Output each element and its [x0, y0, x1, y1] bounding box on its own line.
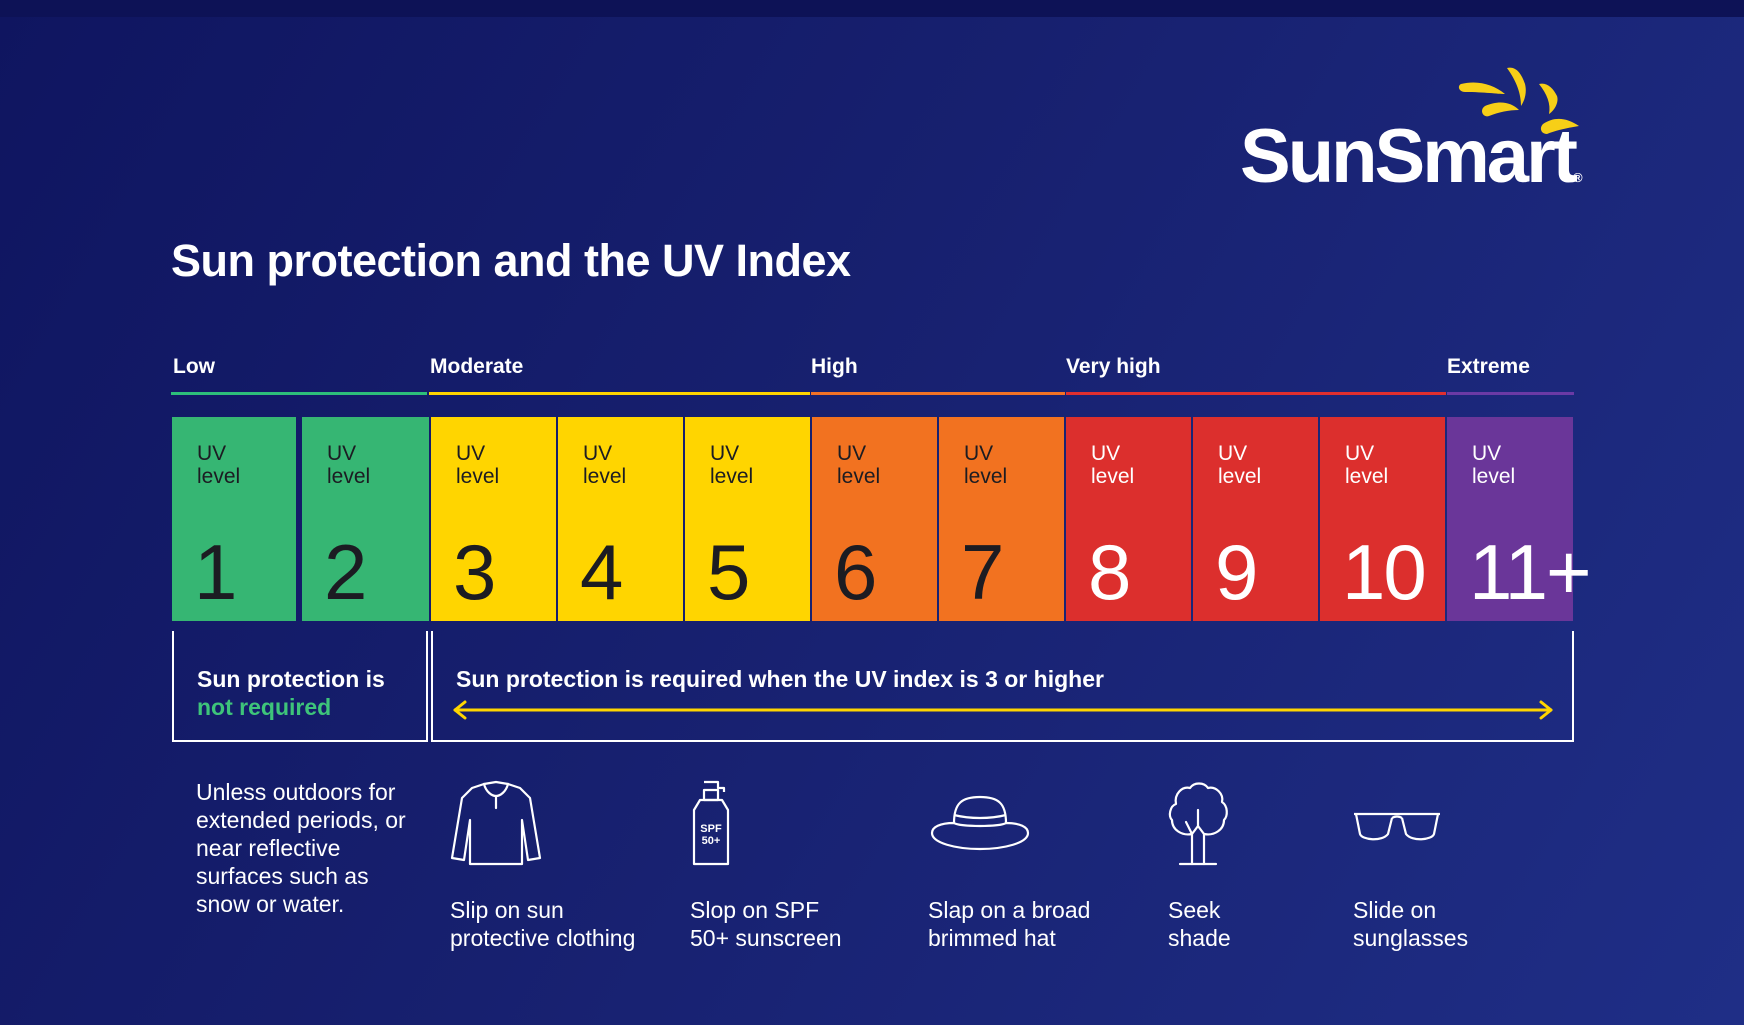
caption-sunscreen: Slop on SPF 50+ sunscreen [690, 896, 920, 952]
caption-hat-line2: brimmed hat [928, 925, 1056, 951]
uv-cell-4: UV level 4 [558, 417, 683, 621]
uv-cell-value: 8 [1088, 528, 1131, 616]
caption-sunscreen-line1: Slop on SPF [690, 897, 820, 923]
caption-clothing-line1: Slip on sun [450, 897, 564, 923]
shirt-icon [450, 780, 542, 866]
uv-cell-label: UV level [197, 442, 241, 488]
double-arrow-icon [453, 700, 1553, 720]
required-text: Sun protection is required when the UV i… [456, 666, 1104, 692]
exception-note: Unless outdoors for extended periods, or… [196, 779, 406, 917]
category-moderate-rule [429, 392, 810, 395]
category-very-high-rule [1066, 392, 1446, 395]
not-required-line1: Sun protection is [197, 666, 385, 692]
caption-clothing: Slip on sun protective clothing [450, 896, 680, 952]
uv-cell-value: 5 [707, 528, 750, 616]
required-box [431, 631, 1574, 742]
category-high-label: High [811, 355, 858, 378]
uv-cell-value: 6 [834, 528, 877, 616]
uv-cell-label: UV level [710, 442, 754, 488]
category-very-high-label: Very high [1066, 355, 1161, 378]
caption-sunglasses-line1: Slide on [1353, 897, 1437, 923]
uv-cell-10: UV level 10 [1320, 417, 1445, 621]
top-band [0, 0, 1744, 17]
sunscreen-bottle-icon: SPF 50+ [692, 780, 730, 866]
uv-cell-value: 11+ [1469, 528, 1592, 616]
bottle-label-spf: SPF [700, 823, 722, 835]
uv-cell-value: 1 [194, 528, 237, 616]
sunglasses-icon [1354, 812, 1440, 841]
caption-shade-line2: shade [1168, 925, 1231, 951]
caption-sunglasses-line2: sunglasses [1353, 925, 1469, 951]
sun-icon [1458, 67, 1579, 134]
bottle-label-50: 50+ [702, 835, 721, 847]
uv-cell-label: UV level [1345, 442, 1389, 488]
category-low-label: Low [173, 355, 215, 378]
uv-cell-value: 3 [453, 528, 496, 616]
sunsmart-logo: SunSmart ® [1240, 66, 1590, 196]
uv-cell-label: UV level [327, 442, 371, 488]
tree-icon [1168, 782, 1228, 866]
caption-hat-line1: Slap on a broad [928, 897, 1091, 923]
caption-clothing-line2: protective clothing [450, 925, 636, 951]
uv-cell-3: UV level 3 [431, 417, 556, 621]
caption-shade: Seek shade [1168, 896, 1398, 952]
uv-cell-label: UV level [964, 442, 1008, 488]
uv-cell-label: UV level [456, 442, 500, 488]
uv-cell-label: UV level [1091, 442, 1135, 488]
not-required-text: Sun protection is not required [197, 665, 385, 721]
not-required-box [172, 631, 428, 742]
uv-cell-value: 2 [324, 528, 367, 616]
uv-cell-1: UV level 1 [172, 417, 296, 621]
category-high-rule [811, 392, 1065, 395]
uv-cell-value: 9 [1215, 528, 1258, 616]
uv-cell-9: UV level 9 [1193, 417, 1318, 621]
not-required-highlight: not required [197, 694, 332, 720]
uv-cell-label: UV level [1218, 442, 1262, 488]
caption-sunglasses: Slide on sunglasses [1353, 896, 1583, 952]
caption-sunscreen-line2: 50+ sunscreen [690, 925, 842, 951]
uv-cell-7: UV level 7 [939, 417, 1064, 621]
uv-cell-value: 7 [961, 528, 1004, 616]
uv-cell-6: UV level 6 [812, 417, 937, 621]
category-extreme-rule [1447, 392, 1574, 395]
page-title: Sun protection and the UV Index [171, 235, 851, 286]
uv-cell-label: UV level [583, 442, 627, 488]
category-moderate-label: Moderate [430, 355, 524, 378]
registered-mark: ® [1573, 170, 1583, 185]
uv-cell-11-plus: UV level 11+ [1447, 417, 1592, 621]
uv-cell-value: 4 [580, 528, 623, 616]
brand-wordmark: SunSmart [1240, 114, 1578, 199]
category-low-rule [171, 392, 427, 395]
category-extreme-label: Extreme [1447, 355, 1530, 378]
uv-cell-value: 10 [1342, 528, 1427, 616]
caption-shade-line1: Seek [1168, 897, 1221, 923]
uv-cell-8: UV level 8 [1066, 417, 1191, 621]
hat-icon [930, 795, 1030, 851]
caption-hat: Slap on a broad brimmed hat [928, 896, 1158, 952]
uv-cell-label: UV level [837, 442, 881, 488]
uv-cell-5: UV level 5 [685, 417, 810, 621]
uv-cell-label: UV level [1472, 442, 1516, 488]
uv-cell-2: UV level 2 [302, 417, 429, 621]
